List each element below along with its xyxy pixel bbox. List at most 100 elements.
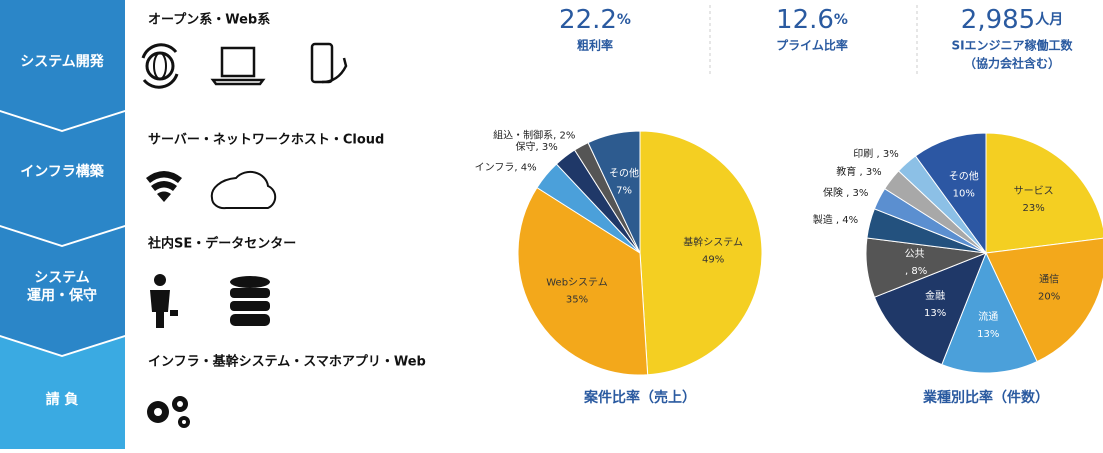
pie-slice [517,186,649,376]
slice-value: , 2% [553,130,575,141]
slice-value: 23% [1022,203,1044,214]
slice-label: その他 7% [609,167,639,197]
slice-label: その他 10% [949,170,979,200]
stat-unit: % [617,12,631,28]
cloud-icon [210,170,277,210]
side-label: システム開発 [20,53,105,70]
slice-name: 基幹システム [683,236,743,249]
side-label: システム [34,270,90,286]
slice-name: 保守 [516,140,536,153]
side-label: 運用・保守 [27,287,97,304]
section-title: サーバー・ネットワークホスト・Cloud [148,133,384,148]
phone-icon [310,42,334,84]
pie-slice [873,252,987,366]
globe-icon [153,52,167,80]
stat-note: （協力会社含む） [964,56,1060,71]
slice-value: 20% [1038,292,1060,303]
slice-label: 教育 , 3% [836,165,881,178]
slice-label: 保険 , 3% [823,186,868,199]
slice-name: 組込・制御系 [493,128,553,141]
chart-title: 業種別比率（件数） [922,389,1049,406]
slice-value: , 8% [902,266,927,277]
side-label: インフラ構築 [20,163,105,180]
slice-value: 13% [977,329,999,340]
pie-slice [985,237,1103,363]
slice-label: 通信 20% [1038,274,1060,303]
slice-value: 7% [616,186,632,197]
slice-value: 10% [953,189,975,200]
slice-value: 49% [702,255,724,266]
wifi-icon [146,171,182,202]
section-title: 社内SE・データセンター [147,236,296,252]
slice-label: 基幹システム 49% [683,236,743,266]
side-block [0,337,125,449]
slice-value: 35% [566,294,588,305]
slice-label: Webシステム 35% [546,276,608,305]
stat-number: 2,985 [961,5,1035,35]
icons [141,42,348,210]
slice-label: 印刷 , 3% [853,148,898,160]
slice-label: 組込・制御系, 2% [493,128,575,141]
slice-label: 製造 , 4% [813,213,858,226]
gear-holes [154,401,186,424]
globe-icon [145,51,175,81]
globe-arrows [141,43,179,89]
section-title: インフラ・基幹システム・スマホアプリ・Web [148,354,426,370]
slice-label: 公共 , 8% [902,248,927,277]
slice-value: 13% [924,308,946,319]
stat-label: 粗利率 [577,38,613,53]
side-block [0,227,125,355]
slice-name: サービス [1014,185,1054,197]
slice-label: 金融 13% [924,289,946,319]
slice-name: 保険 [823,186,843,199]
slice-label: 流通 13% [977,310,999,340]
slice-value: , 3% [873,149,898,160]
stat: 12.6% [776,5,848,35]
laptop-base [210,78,266,86]
slice-value: , 3% [856,167,881,178]
slice-name: 公共 [905,248,925,260]
slice-value: , 3% [843,188,868,199]
side-block [0,0,125,130]
stat-number: 12.6 [776,5,834,35]
db-icon [230,276,270,288]
slice-name: インフラ [475,161,515,173]
slice-name: 金融 [925,289,945,302]
stat-number: 22.2 [559,5,617,35]
slice-value: , 3% [536,142,558,153]
db-icon [230,314,270,326]
slice-label: サービス 23% [1014,185,1054,214]
slice-value: , 4% [833,215,858,226]
pie-slice [941,251,1038,374]
slice-name: その他 [609,167,639,180]
chart-title: 案件比率（売上） [583,389,696,406]
stat-unit: 人月 [1035,11,1063,28]
stat: 2,985人月 [961,5,1063,35]
person-icon [150,290,170,328]
pie-slice [914,132,987,255]
slice-value: , 4% [514,162,536,173]
stat-label: プライム比率 [776,38,848,53]
slice-name: Webシステム [546,276,608,288]
db-icon [230,301,270,311]
slice-name: その他 [949,170,979,183]
pie-slice [587,130,641,254]
laptop-icon [220,46,256,78]
side-block [0,112,125,245]
stat-label: SIエンジニア稼働工数 [951,38,1073,53]
slice-label: 保守, 3% [516,140,558,153]
slice-name: 製造 [813,213,833,226]
icons-solid [146,171,270,428]
person-icon [154,274,166,286]
stat: 22.2% [559,5,631,35]
side-label: 請 負 [46,391,79,408]
hand-icon [321,57,348,84]
bag-icon [170,310,178,316]
slice-name: 通信 [1039,274,1059,286]
slice-label: インフラ, 4% [475,161,537,173]
stat-unit: % [834,12,848,28]
pie-slice [985,132,1103,254]
pie-slice [639,130,763,376]
slice-name: 印刷 [853,148,873,160]
